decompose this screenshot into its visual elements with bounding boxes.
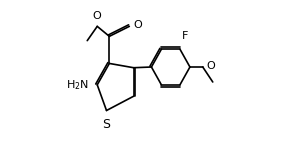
Text: F: F: [182, 31, 188, 41]
Text: S: S: [103, 118, 110, 131]
Text: O: O: [92, 11, 101, 21]
Text: O: O: [133, 20, 142, 30]
Text: H$_2$N: H$_2$N: [66, 78, 89, 92]
Text: O: O: [206, 61, 215, 71]
